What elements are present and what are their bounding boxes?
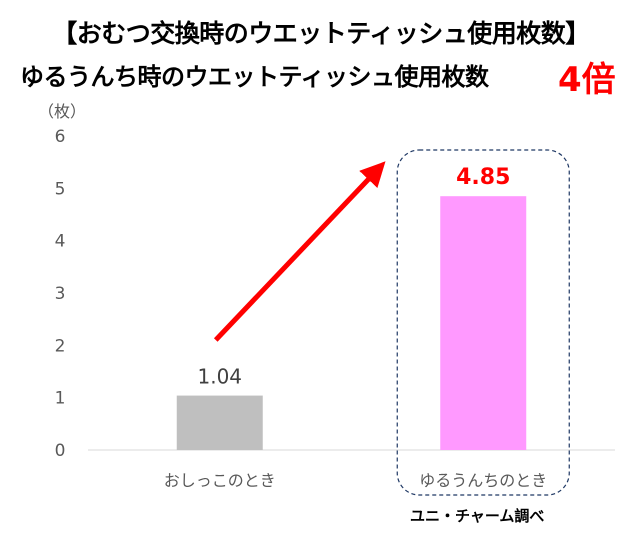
- y-tick-label: 1: [55, 389, 66, 409]
- y-tick-label: 6: [55, 127, 66, 147]
- category-labels: おしっこのとき ゆるうんちのとき: [164, 471, 548, 490]
- x-category-label: おしっこのとき: [164, 471, 276, 490]
- y-tick-label: 0: [55, 441, 66, 461]
- increase-arrow: [213, 161, 386, 342]
- chart-title-line2: ゆるうんち時のウエットティッシュ使用枚数: [20, 63, 489, 91]
- highlight-box: [396, 149, 570, 496]
- y-tick-label: 3: [55, 284, 66, 304]
- y-tick-label: 4: [55, 232, 66, 252]
- y-tick-label: 5: [55, 179, 66, 199]
- chart-title-line1: 【おむつ交換時のウエットティッシュ使用枚数】: [52, 19, 590, 48]
- bar: [176, 395, 263, 450]
- x-category-label: ゆるうんちのとき: [419, 471, 547, 490]
- bars: [176, 196, 527, 450]
- bar-value-label: 4.85: [456, 165, 510, 190]
- y-axis-ticks: 0 1 2 3 4 5 6: [55, 127, 66, 461]
- bar-value-label: 1.04: [197, 365, 242, 389]
- data-labels: 1.04 4.85: [197, 165, 510, 388]
- y-tick-label: 2: [55, 336, 66, 356]
- y-axis-unit-label: （枚）: [38, 102, 87, 121]
- bar: [440, 196, 527, 450]
- source-note: ユニ・チャーム調べ: [410, 507, 545, 525]
- ratio-callout: 4倍: [558, 60, 616, 100]
